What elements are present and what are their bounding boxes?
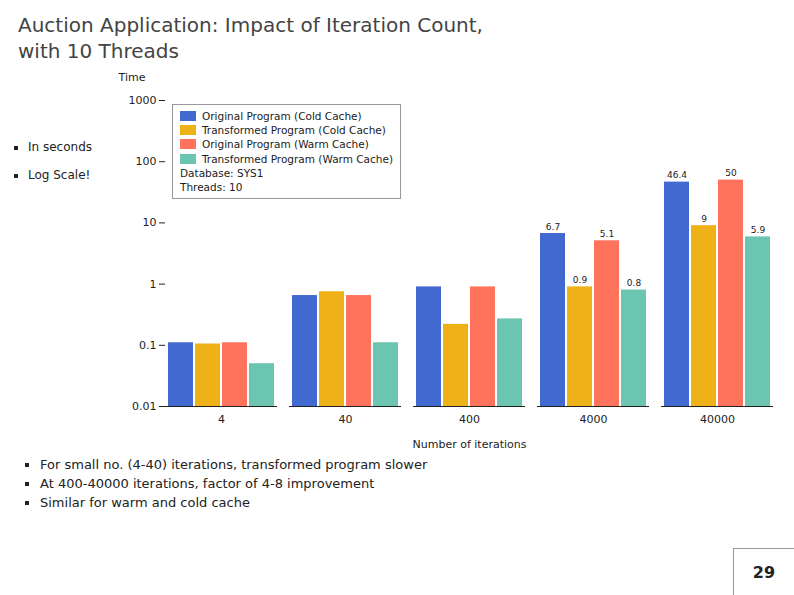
svg-text:6.7: 6.7 (546, 222, 560, 232)
svg-text:1: 1 (150, 278, 157, 291)
svg-text:100: 100 (136, 155, 157, 168)
svg-text:40000: 40000 (700, 413, 735, 426)
svg-text:46.4: 46.4 (667, 170, 687, 180)
svg-text:9: 9 (701, 214, 707, 224)
svg-text:0.8: 0.8 (627, 278, 642, 288)
html-text:Transformed Program (Cold Cach: Transformed Program (Cold Cache) (202, 124, 386, 137)
html-text:29: 29 (752, 562, 776, 582)
svg-text:5.9: 5.9 (751, 225, 766, 235)
svg-text:400: 400 (459, 413, 480, 426)
html-text:Database: SYS1: Database: SYS1 (180, 166, 264, 179)
html-text:Transformed Program (Warm Cach: Transformed Program (Warm Cache) (202, 152, 393, 165)
html-text:Log Scale!: Log Scale! (28, 168, 91, 182)
svg-text:40: 40 (339, 413, 353, 426)
html-text:Original Program (Cold Cache): Original Program (Cold Cache) (202, 110, 362, 122)
svg-text:5.1: 5.1 (600, 229, 614, 239)
svg-text:10: 10 (143, 216, 157, 229)
svg-text:0.9: 0.9 (573, 275, 588, 285)
html-text:At 400-40000 iterations, facto: At 400-40000 iterations, factor of 4-8 i… (40, 475, 375, 491)
svg-text:0.01: 0.01 (132, 400, 157, 413)
html-text:Threads: 10: Threads: 10 (180, 180, 243, 193)
svg-text:4: 4 (218, 413, 225, 426)
html-text:Similar for warm and cold cach: Similar for warm and cold cache (40, 494, 250, 510)
html-text:In seconds: In seconds (28, 140, 92, 154)
svg-text:Number of iterations: Number of iterations (413, 438, 527, 451)
svg-text:Time: Time (118, 71, 146, 84)
svg-text:0.1: 0.1 (139, 339, 157, 352)
html-text:For small no. (4-40) iteration: For small no. (4-40) iterations, transfo… (40, 457, 428, 472)
html-text:Auction Application: Impact of: Auction Application: Impact of Iteration… (18, 13, 483, 63)
svg-text:1000: 1000 (129, 94, 157, 107)
html-text:Original Program (Warm Cache): Original Program (Warm Cache) (202, 138, 369, 151)
svg-text:4000: 4000 (580, 413, 608, 426)
svg-text:50: 50 (725, 168, 737, 178)
